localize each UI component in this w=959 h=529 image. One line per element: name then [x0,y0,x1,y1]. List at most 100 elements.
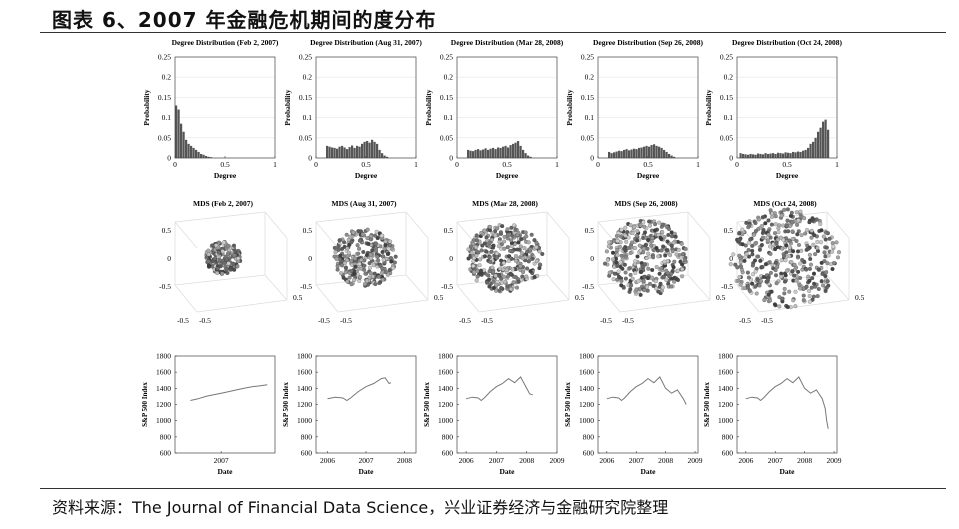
histogram-bar [764,153,767,158]
mds-point [373,241,378,246]
mds-point [824,285,829,290]
mds-point [821,283,826,288]
mds-point [827,236,832,241]
mds-point [471,264,476,269]
mds-point [233,249,238,254]
mds-point [795,254,800,259]
axes-frame [597,355,699,454]
x-tick-label: 0.5 [643,160,653,169]
histogram-bar [469,150,472,158]
mds-point [521,270,526,275]
mds-point [371,274,376,279]
y-tick-label: 800 [583,432,595,441]
z-tick-label: 0.5 [444,226,454,235]
x-tick-label: 2007 [359,456,374,465]
mds-point [739,265,744,270]
mds-point [804,267,809,272]
mds-point [668,253,673,258]
y-tick-label: 0.05 [299,133,312,142]
histogram-bar [769,153,772,158]
histogram-bar [195,149,198,158]
box-edge [736,284,760,313]
mds-point [744,220,749,225]
mds-point [641,264,646,269]
mds-row: MDS (Feb 2, 2007)0.50-0.5-0.5 -0.50.5MDS … [159,199,865,325]
mds-point [604,249,609,254]
histogram-bar [336,148,339,158]
mds-point [682,257,687,262]
mds-point [501,261,506,266]
mds-point [607,240,612,245]
mds-point [812,233,817,238]
histogram-bar [670,155,673,158]
mds-point [232,267,237,272]
mds-point [513,258,518,263]
histogram-bar [608,151,611,158]
mds-point [510,267,515,272]
y-tick-label: 0.2 [444,73,454,82]
histogram-bar [348,147,351,158]
box-edge [597,284,621,313]
x-tick-label: 2006 [320,456,335,465]
mds-point [485,280,490,285]
mds-point [787,245,792,250]
histogram-bar [378,149,381,158]
mds-point [352,278,357,283]
mds-point [380,250,385,255]
mds-point [651,283,656,288]
mds-point [206,259,211,264]
mds-point [226,251,231,256]
mds-point [737,275,742,280]
mds-point [750,272,755,277]
box-edge [546,211,570,239]
mds-point [662,259,667,264]
mds-point [494,282,499,287]
mds-point [745,270,750,275]
mds-point [794,239,799,244]
y-axis-label: Probability [565,89,574,125]
top-rule [40,32,946,33]
y-tick-label: -0.5 [199,316,211,325]
mds-point [760,265,765,270]
mds-point [680,252,685,257]
mds-point [822,250,827,255]
mds-point [668,284,673,289]
histogram-bar [522,149,525,158]
axes-frame [456,56,558,159]
mds-point [814,217,819,222]
x-tick-label: 0.5 [716,293,726,302]
y-tick-label: 1400 [579,384,594,393]
histogram-bar [477,149,480,158]
mds-point [753,229,758,234]
x-tick-label: 0.5 [434,293,444,302]
mds-point [367,261,372,266]
mds-point [794,210,799,215]
mds-point [610,250,615,255]
mds-point [675,268,680,273]
mds-point [656,233,661,238]
mds-point [641,250,646,255]
mds-point [222,240,227,245]
histogram-bar [767,153,770,158]
histogram-bar [802,150,805,158]
y-tick-label: 1800 [579,352,594,361]
mds-point [487,277,492,282]
mds-point [672,259,677,264]
mds-point [633,271,638,276]
mds-point [809,285,814,290]
mds-point [644,256,649,261]
mds-point [206,263,211,268]
mds-point [529,232,534,237]
mds-point [750,263,755,268]
mds-point [801,293,806,298]
mds-point [365,278,370,283]
y-tick-label: 1000 [438,416,453,425]
mds-point [641,246,646,251]
mds-point [812,281,817,286]
y-tick-label: 1600 [718,368,733,377]
x-axis-label: Degree [355,171,378,180]
mds-point [778,235,783,240]
mds-point [534,259,539,264]
mds-point [676,247,681,252]
y-tick-label: 1200 [156,400,171,409]
